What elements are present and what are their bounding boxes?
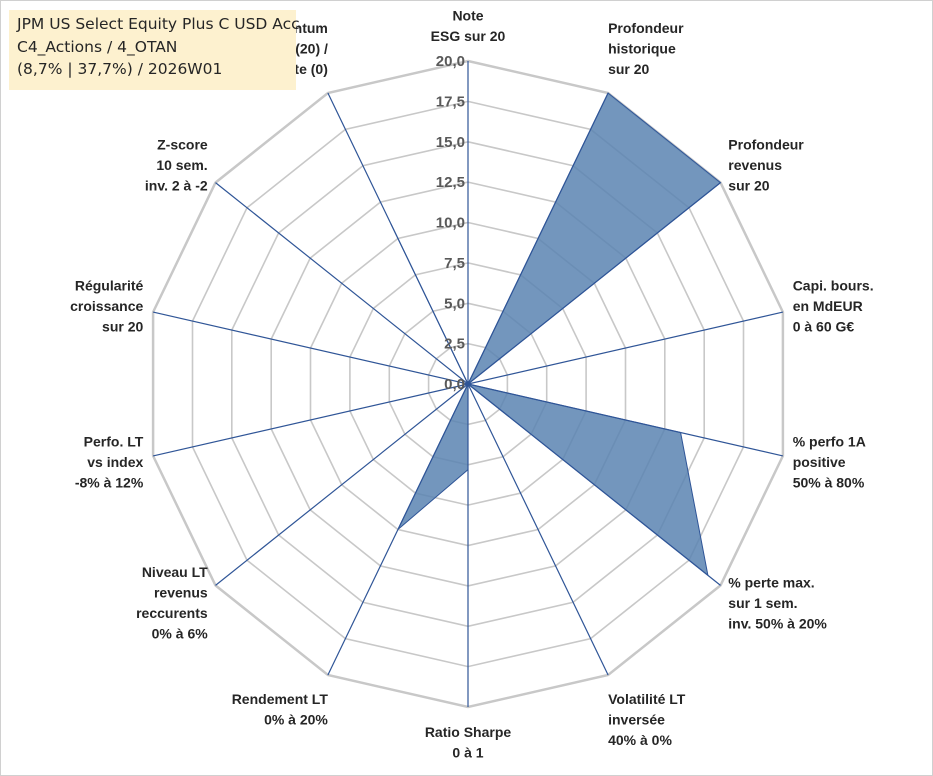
axis-label-7: Volatilité LT inversée 40% à 0% xyxy=(608,691,686,748)
data-area-layer xyxy=(390,92,722,577)
axis-label-line: inv. 2 à -2 xyxy=(145,178,208,194)
series-area xyxy=(390,92,722,577)
axis-spoke-12 xyxy=(152,311,469,385)
tick-label: 5,0 xyxy=(444,295,465,312)
axis-label-line: sur 20 xyxy=(728,178,769,194)
axis-label-line: revenus xyxy=(728,157,782,173)
axis-label-line: inversée xyxy=(608,712,665,728)
axis-label-line: positive xyxy=(793,454,846,470)
tick-label: 20,0 xyxy=(436,53,465,70)
tick-label: 2,5 xyxy=(444,336,465,353)
axis-spoke-13 xyxy=(215,182,469,385)
axis-label-line: Profondeur xyxy=(608,20,684,36)
axis-spoke-5 xyxy=(467,383,784,457)
axis-label-line: Profondeur xyxy=(728,137,804,153)
fund-name: JPM US Select Equity Plus C USD Acc xyxy=(17,15,300,33)
axis-label-line: 50% à 80% xyxy=(793,475,865,491)
axis-spoke-7 xyxy=(467,383,609,676)
axis-label-10: Niveau LT revenus reccurents 0% à 6% xyxy=(136,564,208,642)
axis-label-line: 0 à 1 xyxy=(452,745,483,761)
axis-label-line: vs index xyxy=(87,454,143,470)
axis-label-1: Note ESG sur 20 xyxy=(431,8,506,45)
axis-label-line: Perfo. LT xyxy=(84,434,144,450)
axis-spoke-9 xyxy=(327,383,469,676)
axis-label-line: Ratio Sharpe xyxy=(425,724,512,740)
axis-label-line: historique xyxy=(608,41,676,57)
axis-label-line: 0 à 60 G€ xyxy=(793,318,855,334)
axis-label-11: Perfo. LT vs index -8% à 12% xyxy=(75,434,144,491)
axis-label-line: % perte max. xyxy=(728,574,814,590)
fund-category: C4_Actions / 4_OTAN xyxy=(17,37,178,56)
axis-label-line: croissance xyxy=(70,298,143,314)
axis-label-3: Profondeur revenus sur 20 xyxy=(728,137,804,194)
axis-label-line: 0% à 20% xyxy=(264,712,328,728)
axis-label-line: Régularité xyxy=(75,277,144,293)
tick-label: 12,5 xyxy=(436,174,465,191)
axis-labels: Note ESG sur 20 Profondeur historique sur 20… xyxy=(70,8,873,761)
axis-label-line: 10 sem. xyxy=(156,157,207,173)
axis-spoke-2 xyxy=(467,92,609,385)
axis-label-line: Rendement LT xyxy=(232,691,329,707)
axis-label-line: % perfo 1A xyxy=(793,434,866,450)
axis-label-line: 40% à 0% xyxy=(608,732,672,748)
axis-label-line: sur 20 xyxy=(608,61,649,77)
axis-spoke-10 xyxy=(215,383,469,586)
axis-label-line: Niveau LT xyxy=(142,564,208,580)
axis-spoke-11 xyxy=(152,383,469,457)
axis-label-13: Z-score 10 sem. inv. 2 à -2 xyxy=(145,137,208,194)
axis-label-line: ESG sur 20 xyxy=(431,28,506,44)
radial-tick-labels: 0,0 2,5 5,0 7,5 10,0 12,5 15,0 17,5 20,0 xyxy=(436,53,465,393)
tick-label: 0,0 xyxy=(444,376,465,393)
axis-label-line: sur 1 sem. xyxy=(728,595,797,611)
axis-label-8: Ratio Sharpe 0 à 1 xyxy=(425,724,512,761)
axis-label-line: -8% à 12% xyxy=(75,475,144,491)
axis-label-6: % perte max. sur 1 sem. inv. 50% à 20% xyxy=(728,574,827,631)
axis-label-line: en MdEUR xyxy=(793,298,863,314)
axis-label-line: Volatilité LT xyxy=(608,691,686,707)
axis-label-4: Capi. bours. en MdEUR 0 à 60 G€ xyxy=(793,277,874,334)
axis-spoke-3 xyxy=(467,182,721,385)
tick-label: 10,0 xyxy=(436,215,465,232)
axis-spoke-4 xyxy=(467,311,784,385)
axis-label-line: Capi. bours. xyxy=(793,277,874,293)
axis-label-line: inv. 50% à 20% xyxy=(728,615,827,631)
fund-stats: (8,7% | 37,7%) / 2026W01 xyxy=(17,60,223,78)
tick-label: 7,5 xyxy=(444,255,465,272)
axis-label-line: sur 20 xyxy=(102,318,143,334)
tick-label: 15,0 xyxy=(436,134,465,151)
axis-spoke-6 xyxy=(467,383,721,586)
axis-label-line: Z-score xyxy=(157,137,208,153)
axis-label-line: reccurents xyxy=(136,605,208,621)
axis-label-line: Note xyxy=(452,8,483,24)
axis-label-line: revenus xyxy=(154,585,208,601)
axis-label-9: Rendement LT 0% à 20% xyxy=(232,691,329,728)
radar-spokes xyxy=(152,61,784,707)
axis-label-12: Régularité croissance sur 20 xyxy=(70,277,143,334)
axis-spoke-14 xyxy=(327,92,469,385)
axis-label-line: 0% à 6% xyxy=(152,626,209,642)
fund-title-box: JPM US Select Equity Plus C USD Acc C4_A… xyxy=(9,10,300,90)
axis-label-5: % perfo 1A positive 50% à 80% xyxy=(793,434,866,491)
axis-label-2: Profondeur historique sur 20 xyxy=(608,20,684,77)
tick-label: 17,5 xyxy=(436,93,465,110)
